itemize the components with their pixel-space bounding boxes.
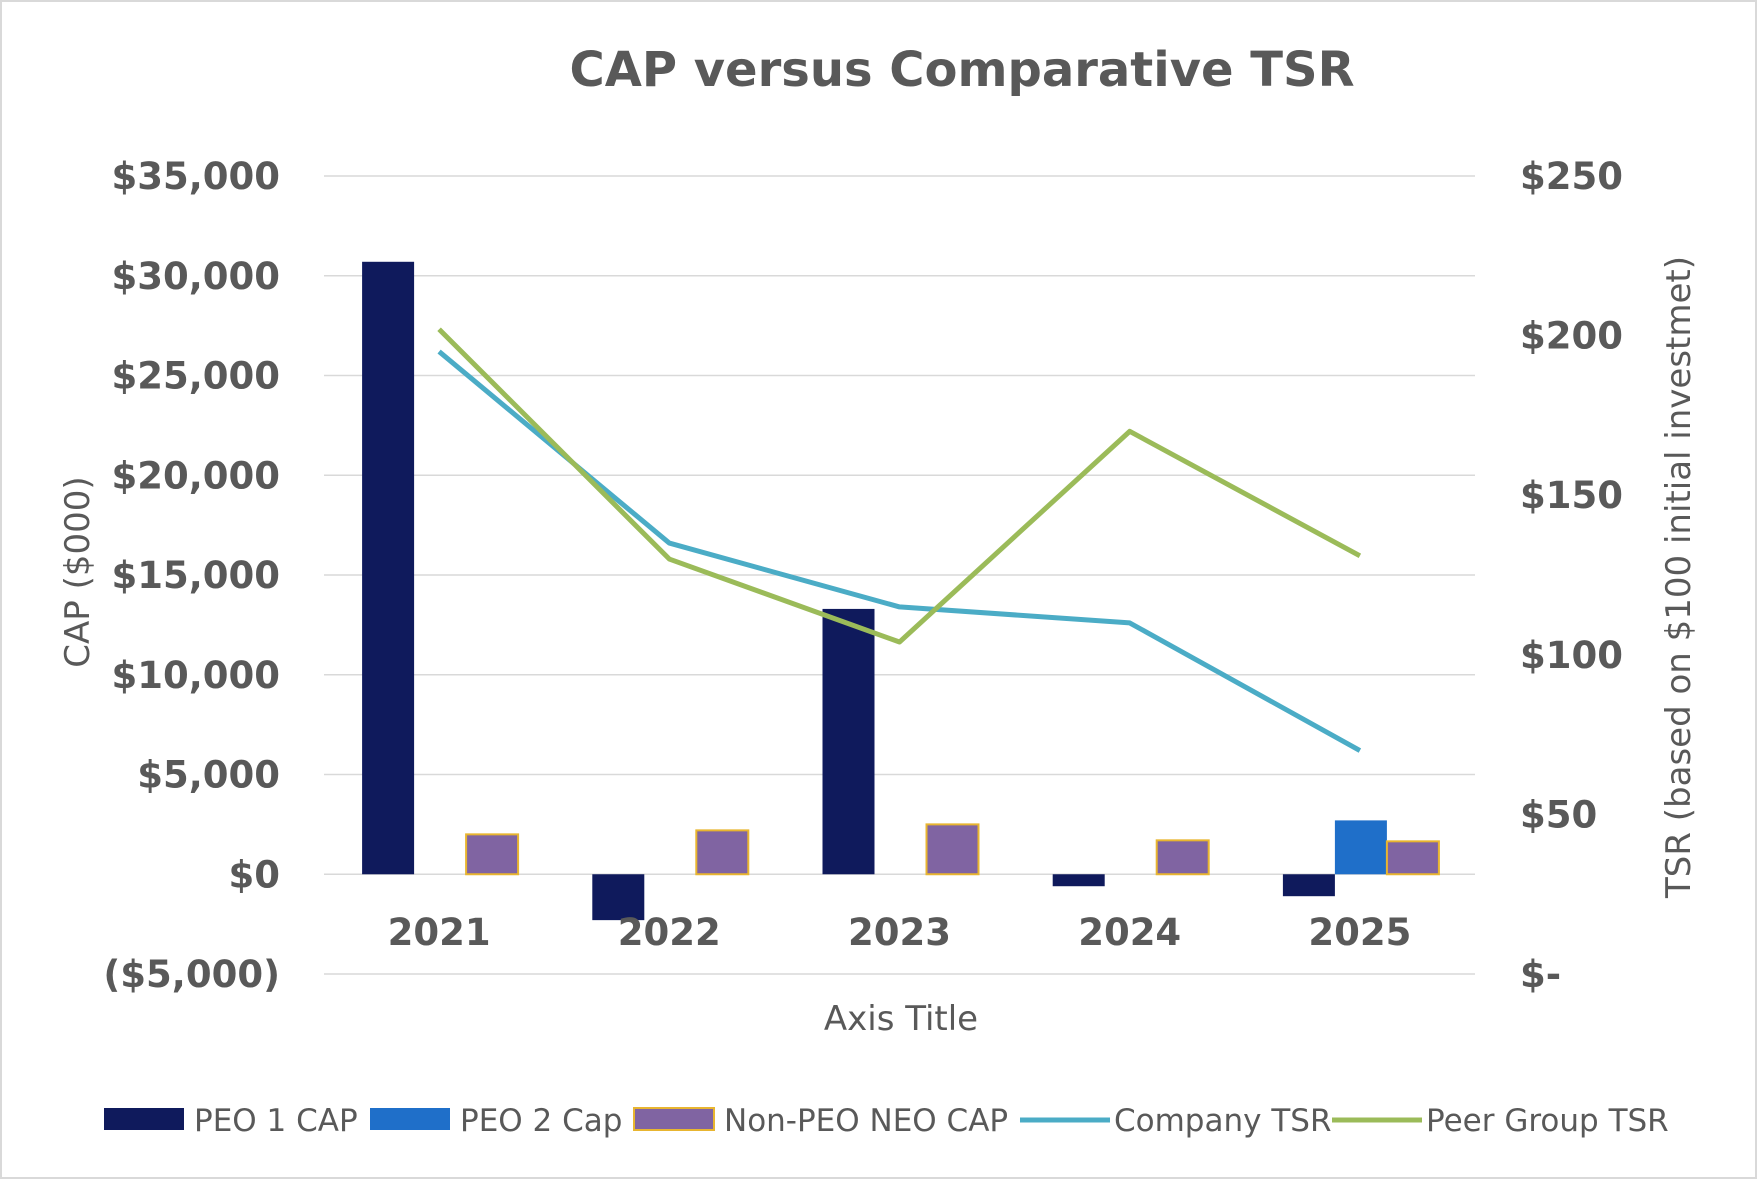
y2-tick-label: $- [1520, 953, 1561, 996]
bar-non-peo-neo-cap [695, 829, 750, 876]
y-tick-label: $30,000 [111, 255, 280, 298]
x-axis-title: Axis Title [824, 999, 978, 1039]
chart-title: CAP versus Comparative TSR [569, 42, 1354, 98]
bar-peo-2-cap [1334, 820, 1387, 875]
y-tick-label: $5,000 [137, 754, 280, 797]
line-peer-group-tsr [437, 327, 1362, 645]
y-tick-label: $10,000 [111, 654, 280, 697]
y-tick-label: ($5,000) [103, 953, 280, 996]
legend-label-non-peo-neo-cap: Non-PEO NEO CAP [724, 1103, 1008, 1139]
legend-swatch-non-peo-neo-cap [633, 1107, 715, 1131]
legend-label-peo-1-cap: PEO 1 CAP [194, 1103, 358, 1139]
y-tick-label: $15,000 [111, 554, 280, 597]
x-tick-label: 2021 [388, 911, 491, 954]
bar-peo-1-cap [362, 261, 415, 875]
bar-peo-1-cap [1282, 874, 1335, 897]
y2-tick-label: $150 [1520, 474, 1623, 517]
axes: ($5,000) $0 $5,000 $10,000 $15,000 $20,000 $25… [103, 155, 1623, 996]
y-tick-label: $35,000 [111, 155, 280, 198]
legend-label-peer-group-tsr: Peer Group TSR [1426, 1103, 1669, 1139]
bar-non-peo-neo-cap [465, 833, 520, 876]
x-tick-label: 2024 [1078, 911, 1181, 954]
lines [437, 327, 1362, 753]
legend-swatch-peo-1-cap [104, 1108, 184, 1130]
y2-tick-label: $200 [1520, 315, 1623, 358]
y-tick-label: $20,000 [111, 454, 280, 497]
line-company-tsr [437, 349, 1362, 753]
y2-tick-label: $100 [1520, 634, 1623, 677]
x-tick-label: 2022 [618, 911, 721, 954]
legend-swatch-peo-2-cap [370, 1108, 450, 1130]
y-axis-title: CAP ($000) [58, 476, 98, 667]
bar-non-peo-neo-cap [1385, 840, 1440, 876]
y2-axis-title: TSR (based on $100 initial investmet) [1659, 256, 1699, 899]
bar-peo-1-cap [1052, 874, 1105, 887]
y-tick-label: $25,000 [111, 355, 280, 398]
y-tick-label: $0 [229, 853, 281, 896]
legend-label-peo-2-cap: PEO 2 Cap [460, 1103, 622, 1139]
y2-tick-label: $250 [1520, 155, 1623, 198]
x-tick-label: 2023 [848, 911, 951, 954]
x-tick-label: 2025 [1308, 911, 1411, 954]
bar-peo-1-cap [822, 608, 875, 875]
bars [362, 261, 1440, 921]
bar-non-peo-neo-cap [1155, 839, 1210, 876]
legend-label-company-tsr: Company TSR [1114, 1103, 1331, 1139]
bar-peo-1-cap [592, 874, 645, 921]
y2-tick-label: $50 [1520, 793, 1597, 836]
legend: PEO 1 CAP PEO 2 Cap Non-PEO NEO CAP Company… [104, 1103, 1669, 1139]
bar-non-peo-neo-cap [925, 823, 980, 876]
